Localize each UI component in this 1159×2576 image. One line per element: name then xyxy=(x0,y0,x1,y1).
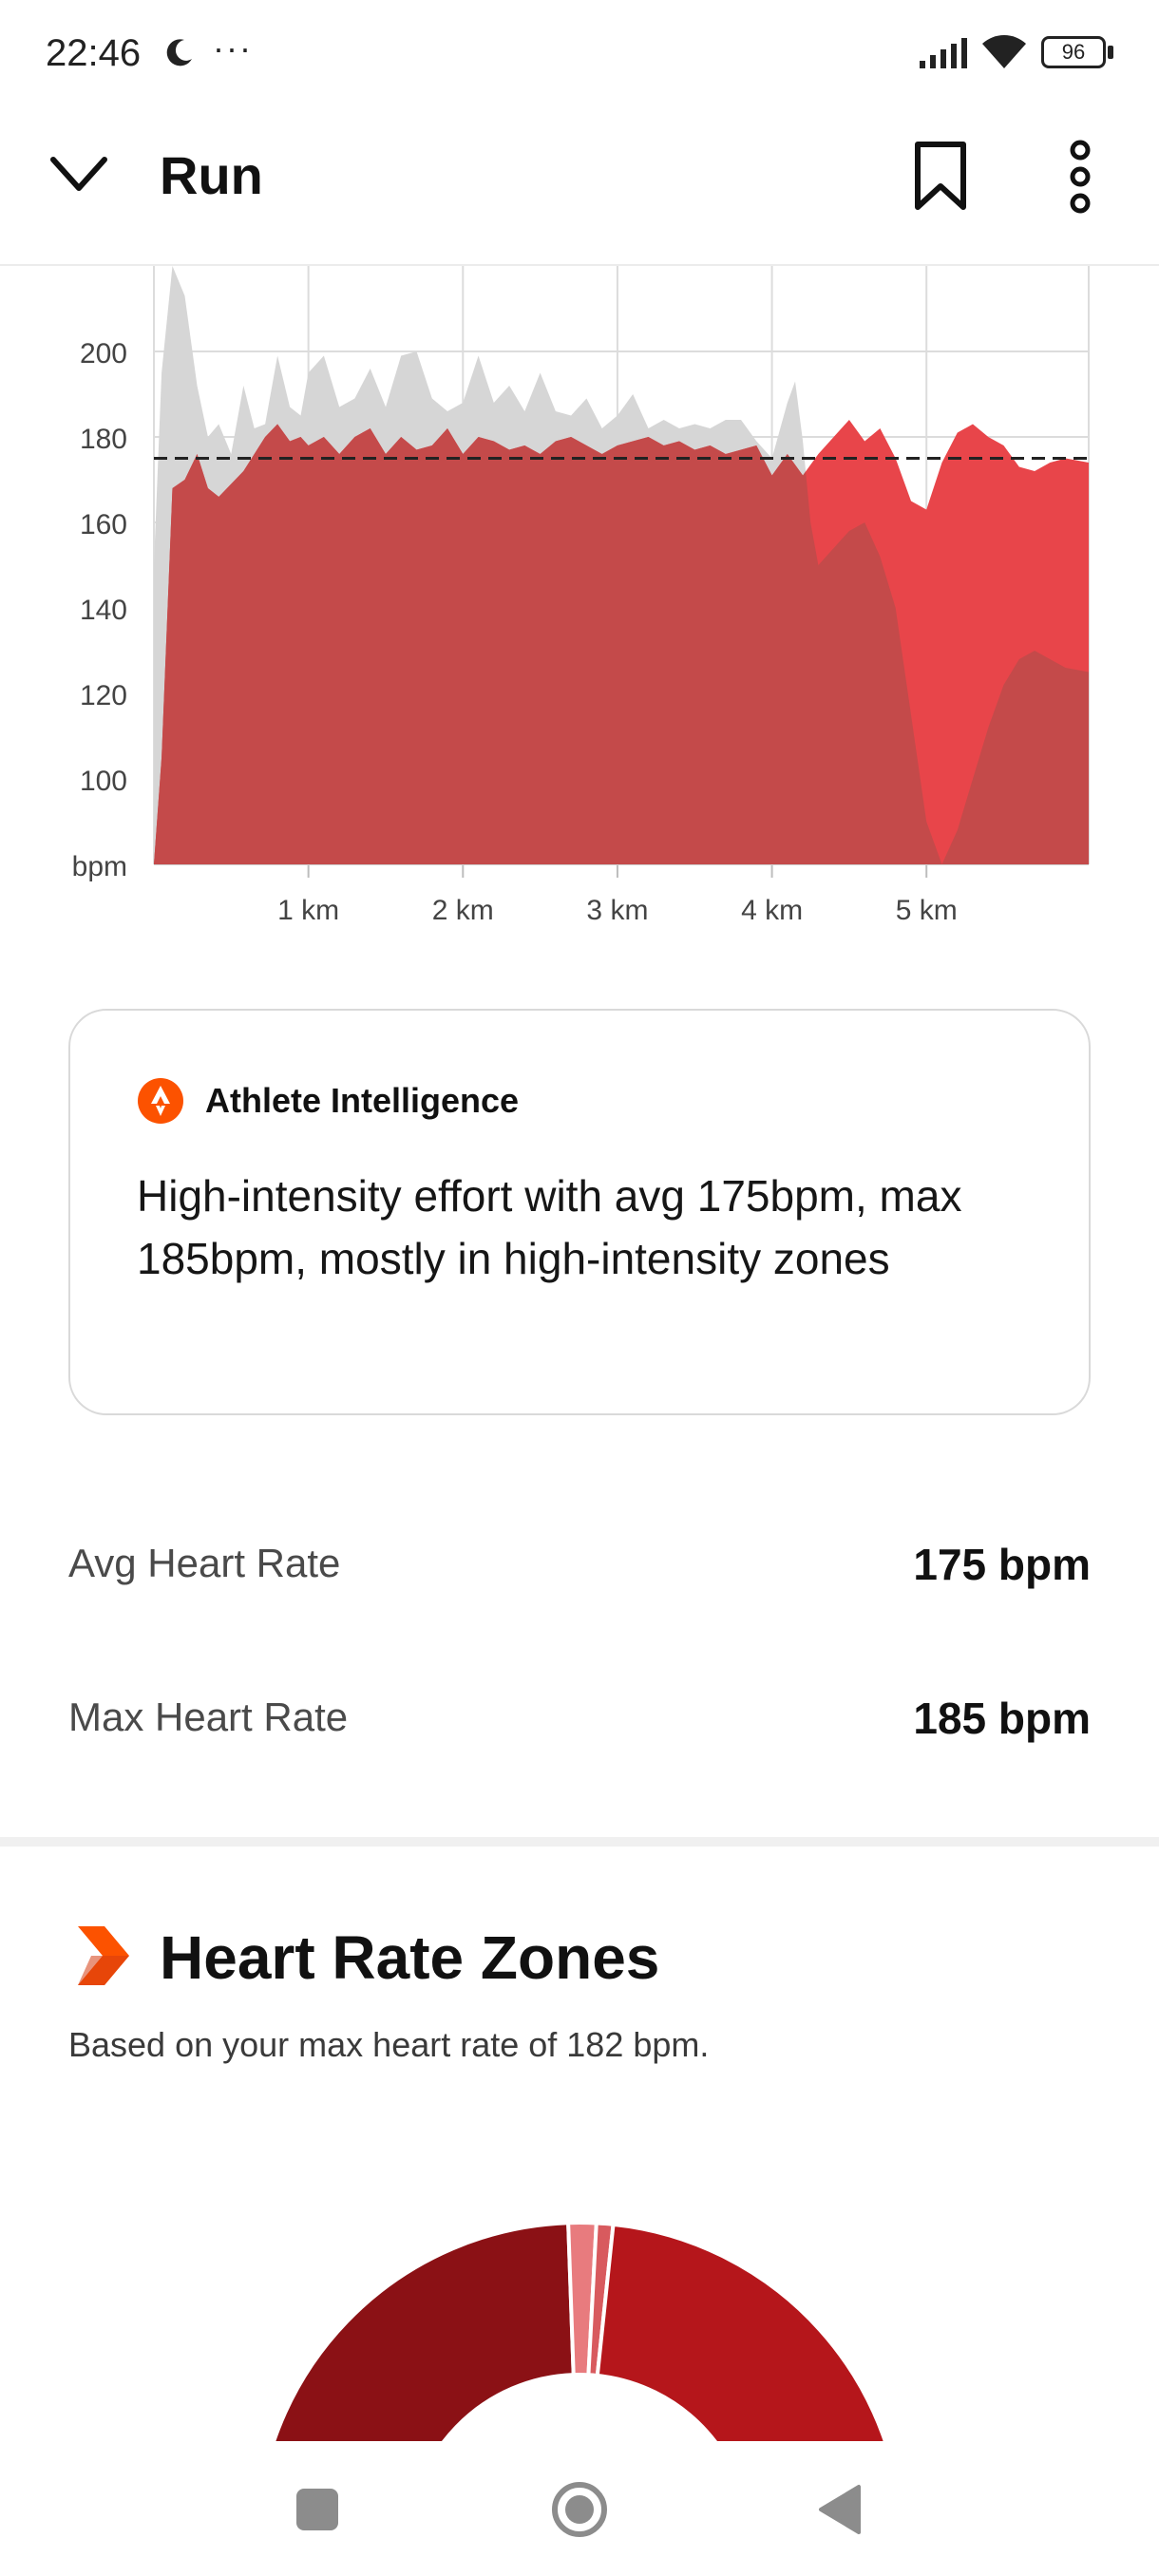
series-overlap-area xyxy=(154,420,1089,864)
athlete-intelligence-summary: High-intensity effort with avg 175bpm, m… xyxy=(137,1171,962,1283)
y-tick-label: 200 xyxy=(80,338,127,369)
x-tick-label: 2 km xyxy=(432,895,494,926)
status-time: 22:46 xyxy=(46,32,142,74)
y-tick-label: 100 xyxy=(80,766,127,797)
status-more-icon: ··· xyxy=(213,28,253,67)
heart-rate-chart[interactable]: 200 180 160 140 120 100 bpm 1 km 2 km 3 km 4 km 5 k… xyxy=(0,266,1159,969)
bookmark-icon[interactable] xyxy=(912,141,969,211)
x-tick-label: 1 km xyxy=(277,895,339,926)
zone-segment[interactable] xyxy=(595,2222,902,2441)
max-heart-rate-label: Max Heart Rate xyxy=(68,1695,349,1739)
zones-chevron-icon xyxy=(78,1926,129,1985)
page-title: Run xyxy=(160,145,263,205)
chart-labels: 200 180 160 140 120 100 bpm 1 km 2 km 3 km 4 km 5 k… xyxy=(72,338,958,926)
avg-heart-rate-value: 175 bpm xyxy=(913,1540,1091,1589)
max-heart-rate-value: 185 bpm xyxy=(913,1694,1091,1743)
x-tick-label: 5 km xyxy=(896,895,958,926)
back-icon[interactable] xyxy=(817,2483,861,2536)
battery-tip xyxy=(1108,46,1113,59)
recent-apps-icon[interactable] xyxy=(296,2489,338,2530)
signal-icon xyxy=(920,38,967,68)
home-icon[interactable] xyxy=(551,2481,608,2538)
y-tick-label: 180 xyxy=(80,424,127,455)
chevron-down-icon[interactable] xyxy=(49,154,108,196)
athlete-intelligence-card[interactable] xyxy=(68,1009,1091,1415)
wifi-icon xyxy=(982,35,1026,68)
y-unit-label: bpm xyxy=(72,851,127,882)
y-tick-label: 120 xyxy=(80,680,127,711)
avg-heart-rate-label: Avg Heart Rate xyxy=(68,1541,341,1585)
athlete-intelligence-title: Athlete Intelligence xyxy=(205,1081,520,1120)
x-tick-label: 3 km xyxy=(586,895,648,926)
zones-donut-chart[interactable] xyxy=(256,2175,902,2441)
zones-title: Heart Rate Zones xyxy=(160,1923,660,1992)
y-tick-label: 160 xyxy=(80,509,127,540)
chart-areas xyxy=(154,266,1089,864)
zones-subtitle: Based on your max heart rate of 182 bpm. xyxy=(68,2025,710,2064)
athlete-intelligence-logo xyxy=(138,1078,183,1124)
zone-segment[interactable] xyxy=(256,2221,576,2441)
header-divider xyxy=(0,264,1159,266)
x-tick-label: 4 km xyxy=(741,895,803,926)
battery-icon: 96 xyxy=(1041,36,1106,68)
y-tick-label: 140 xyxy=(80,595,127,626)
section-divider xyxy=(0,1837,1159,1847)
moon-icon xyxy=(166,39,192,66)
more-vertical-icon[interactable] xyxy=(1056,139,1104,215)
